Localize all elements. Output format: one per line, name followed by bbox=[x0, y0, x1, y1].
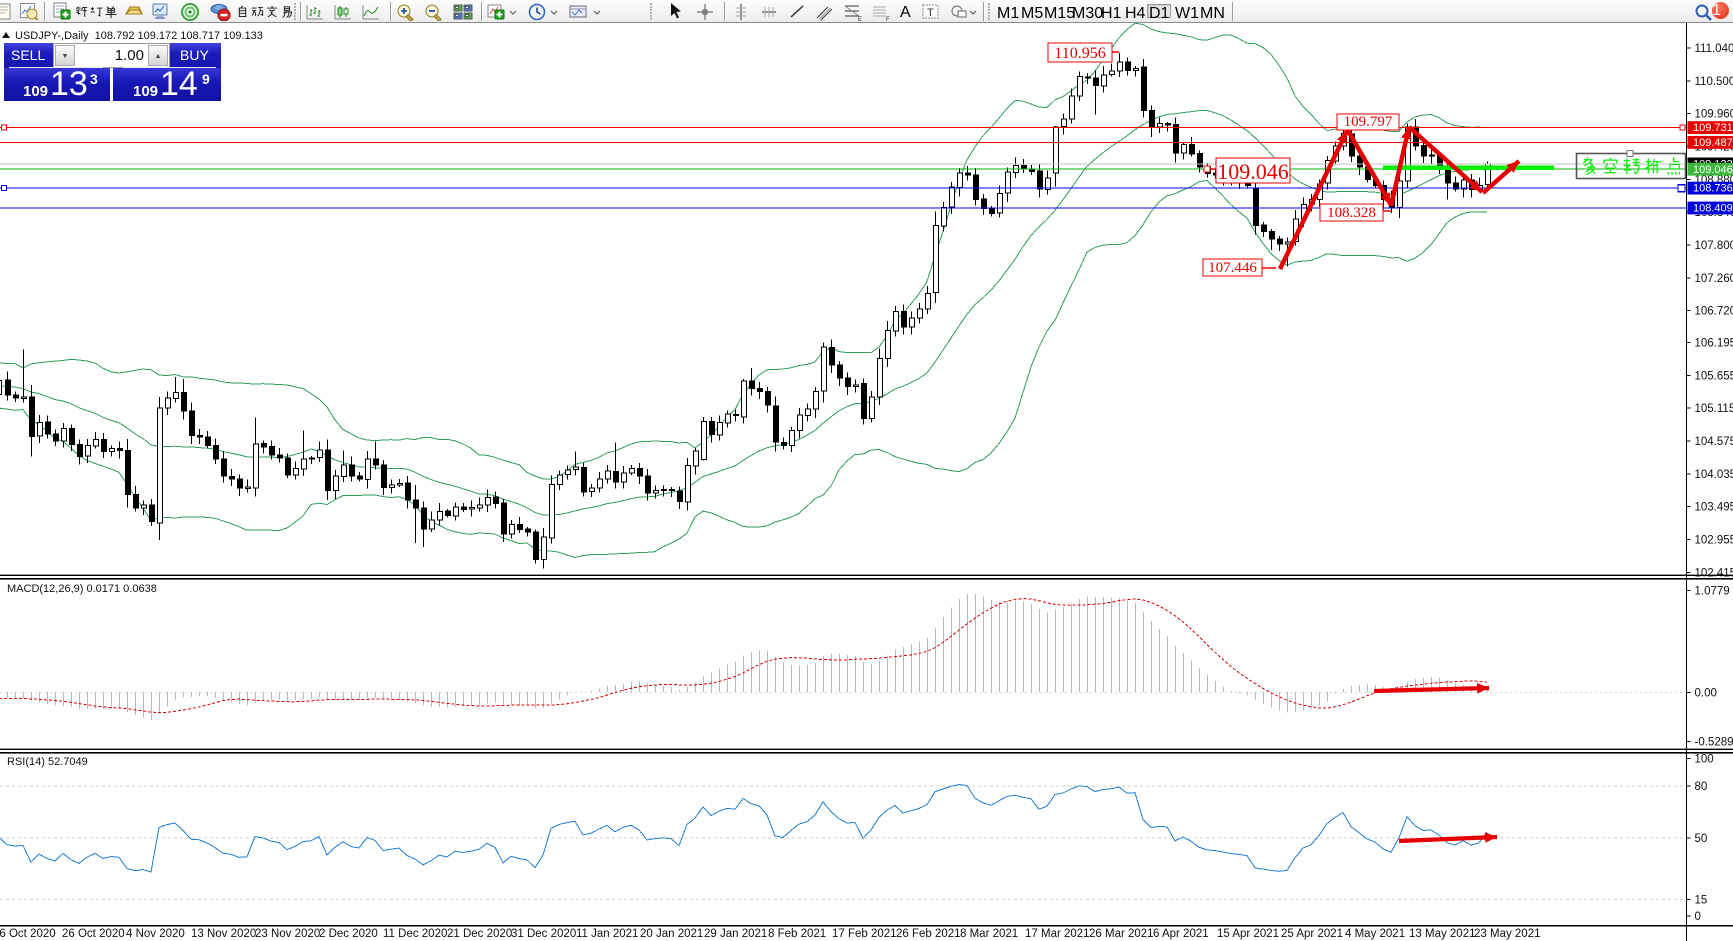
svg-text:107.260: 107.260 bbox=[1695, 273, 1733, 285]
svg-text:1.0779: 1.0779 bbox=[1695, 586, 1730, 598]
svg-text:26 Mar 2021: 26 Mar 2021 bbox=[1089, 928, 1154, 940]
svg-text:0.00: 0.00 bbox=[1695, 688, 1717, 700]
svg-text:109.960: 109.960 bbox=[1695, 109, 1733, 121]
svg-text:106.195: 106.195 bbox=[1695, 338, 1733, 350]
svg-text:106.720: 106.720 bbox=[1695, 306, 1733, 318]
svg-text:25 Apr 2021: 25 Apr 2021 bbox=[1281, 928, 1343, 940]
svg-text:111.040: 111.040 bbox=[1695, 43, 1733, 55]
svg-text:110.956: 110.956 bbox=[1054, 45, 1105, 62]
svg-text:107.800: 107.800 bbox=[1695, 240, 1733, 252]
svg-text:13 Nov 2020: 13 Nov 2020 bbox=[191, 928, 256, 940]
svg-text:-0.5289: -0.5289 bbox=[1695, 737, 1733, 749]
svg-text:104.035: 104.035 bbox=[1695, 469, 1733, 481]
svg-text:110.500: 110.500 bbox=[1695, 76, 1733, 88]
svg-text:108.409: 108.409 bbox=[1693, 203, 1733, 215]
svg-text:23 May 2021: 23 May 2021 bbox=[1474, 928, 1541, 940]
svg-text:26 Oct 2020: 26 Oct 2020 bbox=[62, 928, 125, 940]
svg-text:109.487: 109.487 bbox=[1693, 137, 1733, 149]
svg-text:4 May 2021: 4 May 2021 bbox=[1345, 928, 1405, 940]
svg-text:USDJPY-,Daily 108.792 109.172: USDJPY-,Daily 108.792 109.172 108.717 10… bbox=[15, 30, 263, 42]
svg-text:17 Mar 2021: 17 Mar 2021 bbox=[1025, 928, 1090, 940]
svg-text:17 Feb 2021: 17 Feb 2021 bbox=[832, 928, 897, 940]
svg-text:109.046: 109.046 bbox=[1693, 164, 1733, 176]
svg-text:102.415: 102.415 bbox=[1695, 567, 1733, 579]
svg-text:29 Jan 2021: 29 Jan 2021 bbox=[704, 928, 767, 940]
svg-text:20 Jan 2021: 20 Jan 2021 bbox=[640, 928, 703, 940]
svg-text:0: 0 bbox=[1695, 911, 1701, 923]
svg-text:105.115: 105.115 bbox=[1695, 403, 1733, 415]
svg-text:T: T bbox=[927, 7, 934, 19]
svg-text:107.446: 107.446 bbox=[1208, 260, 1257, 276]
svg-text:11 Jan 2021: 11 Jan 2021 bbox=[576, 928, 638, 940]
svg-text:15: 15 bbox=[1695, 895, 1708, 907]
svg-text:RSI(14) 52.7049: RSI(14) 52.7049 bbox=[7, 756, 88, 768]
svg-text:E: E bbox=[858, 17, 862, 22]
svg-text:108.736: 108.736 bbox=[1693, 183, 1733, 195]
svg-text:6 Apr 2021: 6 Apr 2021 bbox=[1153, 928, 1209, 940]
svg-text:109.797: 109.797 bbox=[1344, 114, 1393, 130]
svg-text:104.575: 104.575 bbox=[1695, 436, 1733, 448]
svg-text:F: F bbox=[886, 17, 890, 22]
svg-text:23 Nov 2020: 23 Nov 2020 bbox=[255, 928, 320, 940]
svg-text:8 Feb 2021: 8 Feb 2021 bbox=[768, 928, 826, 940]
svg-text:2 Dec 2020: 2 Dec 2020 bbox=[319, 928, 378, 940]
svg-text:108.328: 108.328 bbox=[1327, 205, 1376, 221]
svg-text:109.731: 109.731 bbox=[1693, 122, 1733, 134]
svg-text:MACD(12,26,9) 0.0171 0.0638: MACD(12,26,9) 0.0171 0.0638 bbox=[7, 583, 157, 595]
svg-text:26 Feb 2021: 26 Feb 2021 bbox=[896, 928, 961, 940]
svg-text:103.495: 103.495 bbox=[1695, 502, 1733, 514]
svg-text:80: 80 bbox=[1695, 781, 1708, 793]
svg-text:105.655: 105.655 bbox=[1695, 370, 1733, 382]
svg-text:100: 100 bbox=[1695, 754, 1714, 766]
svg-text:102.955: 102.955 bbox=[1695, 535, 1733, 547]
svg-text:15 Apr 2021: 15 Apr 2021 bbox=[1217, 928, 1279, 940]
svg-text:13 May 2021: 13 May 2021 bbox=[1409, 928, 1476, 940]
svg-text:21 Dec 2020: 21 Dec 2020 bbox=[447, 928, 512, 940]
svg-text:109.046: 109.046 bbox=[1217, 159, 1289, 184]
svg-text:16 Oct 2020: 16 Oct 2020 bbox=[0, 928, 56, 940]
svg-text:11 Dec 2020: 11 Dec 2020 bbox=[383, 928, 447, 940]
svg-text:8 Mar 2021: 8 Mar 2021 bbox=[960, 928, 1018, 940]
svg-text:31 Dec 2020: 31 Dec 2020 bbox=[511, 928, 576, 940]
svg-text:4 Nov 2020: 4 Nov 2020 bbox=[126, 928, 185, 940]
svg-text:50: 50 bbox=[1695, 833, 1708, 845]
